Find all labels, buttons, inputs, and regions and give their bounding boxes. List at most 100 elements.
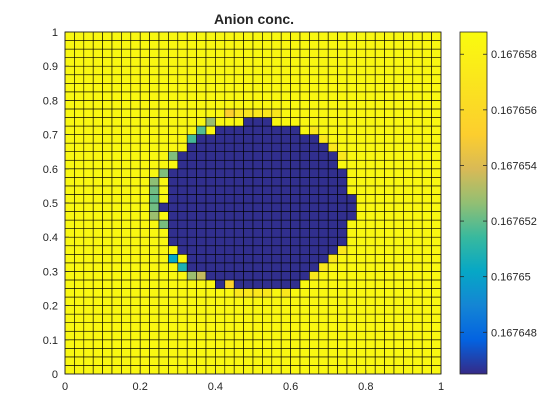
heatmap-cell bbox=[327, 330, 338, 341]
heatmap-cell bbox=[233, 100, 244, 110]
heatmap-cell bbox=[403, 288, 414, 298]
heatmap-cell bbox=[393, 228, 404, 238]
heatmap-cell bbox=[205, 194, 216, 204]
heatmap-cell bbox=[186, 271, 197, 281]
heatmap-cell bbox=[337, 48, 348, 58]
heatmap-cell bbox=[318, 31, 329, 41]
heatmap-cell bbox=[111, 322, 122, 332]
heatmap-cell bbox=[139, 168, 150, 178]
heatmap-cell bbox=[346, 65, 357, 76]
y-tick-label: 0.4 bbox=[43, 232, 58, 244]
heatmap-cell bbox=[83, 356, 94, 366]
heatmap-cell bbox=[374, 125, 385, 135]
heatmap-cell bbox=[224, 339, 235, 349]
heatmap-cell bbox=[384, 83, 395, 93]
heatmap-cell bbox=[431, 168, 442, 178]
heatmap-cell bbox=[280, 91, 291, 101]
heatmap-cell bbox=[337, 245, 348, 255]
heatmap-cell bbox=[374, 313, 385, 323]
heatmap-cell bbox=[158, 348, 169, 358]
heatmap-cell bbox=[205, 142, 216, 152]
heatmap-cell bbox=[111, 254, 122, 264]
heatmap-cell bbox=[431, 100, 442, 110]
heatmap-cell bbox=[252, 322, 263, 332]
heatmap-cell bbox=[177, 245, 188, 255]
heatmap-cell bbox=[346, 211, 357, 221]
heatmap-cell bbox=[384, 254, 395, 264]
heatmap-cell bbox=[224, 83, 235, 93]
heatmap-cell bbox=[309, 194, 320, 204]
heatmap-cell bbox=[431, 245, 442, 255]
heatmap-cell bbox=[356, 356, 367, 366]
heatmap-cell bbox=[309, 305, 320, 315]
heatmap-cell bbox=[102, 100, 113, 110]
heatmap-cell bbox=[224, 356, 235, 366]
heatmap-cell bbox=[196, 125, 207, 135]
heatmap-cell bbox=[271, 279, 282, 289]
heatmap-cell bbox=[74, 125, 85, 135]
heatmap-cell bbox=[374, 288, 385, 298]
heatmap-cell bbox=[205, 279, 216, 289]
heatmap-cell bbox=[384, 271, 395, 281]
heatmap-cell bbox=[168, 168, 179, 178]
heatmap-cell bbox=[233, 91, 244, 101]
heatmap-cell bbox=[262, 91, 273, 101]
heatmap-cell bbox=[186, 168, 197, 178]
heatmap-cell bbox=[102, 254, 113, 264]
heatmap-cell bbox=[280, 117, 291, 127]
heatmap-cell bbox=[149, 313, 160, 323]
heatmap-cell bbox=[431, 40, 442, 50]
heatmap-cell bbox=[318, 117, 329, 127]
heatmap-cell bbox=[356, 91, 367, 101]
heatmap-cell bbox=[318, 262, 329, 272]
heatmap-cell bbox=[309, 296, 320, 306]
heatmap-cell bbox=[196, 271, 207, 281]
heatmap-cell bbox=[74, 31, 85, 41]
heatmap-cell bbox=[233, 194, 244, 204]
heatmap-cell bbox=[421, 236, 432, 247]
heatmap-cell bbox=[224, 57, 235, 67]
heatmap-cell bbox=[158, 168, 169, 178]
heatmap-cell bbox=[262, 194, 273, 204]
heatmap-cell bbox=[280, 142, 291, 152]
heatmap-cell bbox=[168, 228, 179, 238]
colorbar-tick-label: 0.167656 bbox=[491, 105, 537, 117]
heatmap-cell bbox=[224, 168, 235, 178]
heatmap-cell bbox=[130, 194, 141, 204]
heatmap-cell bbox=[252, 83, 263, 93]
heatmap-cell bbox=[121, 177, 132, 187]
heatmap-cell bbox=[64, 134, 75, 144]
heatmap-cell bbox=[130, 40, 141, 50]
heatmap-cell bbox=[365, 365, 376, 375]
heatmap-cell bbox=[121, 31, 132, 41]
heatmap-cell bbox=[215, 271, 226, 281]
heatmap-cell bbox=[121, 236, 132, 247]
heatmap-cell bbox=[403, 194, 414, 204]
heatmap-cell bbox=[139, 91, 150, 101]
heatmap-cell bbox=[92, 168, 103, 178]
heatmap-cell bbox=[365, 57, 376, 67]
heatmap-cell bbox=[158, 151, 169, 161]
heatmap-cell bbox=[121, 202, 132, 212]
heatmap-cell bbox=[215, 159, 226, 170]
heatmap-cell bbox=[421, 228, 432, 238]
heatmap-cell bbox=[337, 356, 348, 366]
heatmap-cell bbox=[215, 322, 226, 332]
heatmap-cell bbox=[290, 83, 301, 93]
heatmap-cell bbox=[233, 356, 244, 366]
heatmap-cell bbox=[421, 194, 432, 204]
heatmap-cell bbox=[243, 185, 254, 195]
heatmap-cell bbox=[121, 100, 132, 110]
heatmap-cell bbox=[327, 271, 338, 281]
heatmap-cell bbox=[431, 31, 442, 41]
heatmap-cell bbox=[299, 134, 310, 144]
heatmap-cell bbox=[431, 219, 442, 229]
heatmap-cell bbox=[393, 151, 404, 161]
heatmap-cell bbox=[356, 57, 367, 67]
heatmap-cell bbox=[177, 31, 188, 41]
heatmap-cell bbox=[149, 365, 160, 375]
heatmap-cell bbox=[271, 305, 282, 315]
heatmap-cell bbox=[74, 339, 85, 349]
heatmap-cell bbox=[149, 330, 160, 341]
heatmap-cell bbox=[158, 296, 169, 306]
